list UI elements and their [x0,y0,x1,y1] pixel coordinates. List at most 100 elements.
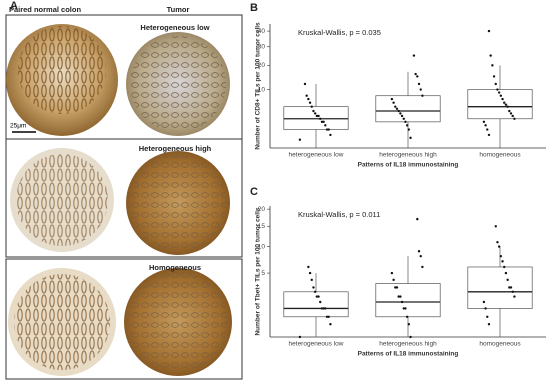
data-point [509,112,513,115]
data-point [313,290,317,294]
image-row: Heterogeneous high [5,138,243,258]
y-tick-label: 40 [258,28,266,35]
data-point [322,120,325,124]
data-point [421,265,424,269]
data-point [329,133,332,137]
y-tick-label: 30 [258,43,266,50]
x-tick-label: homogeneous [479,152,521,159]
data-point [298,335,302,339]
data-point [496,88,499,91]
data-point [404,120,407,124]
data-point [414,72,417,76]
data-point [503,265,506,269]
data-point [497,91,501,94]
row-label: Heterogeneous low [140,23,209,32]
column-label: Tumor [167,5,190,14]
data-point [404,307,407,310]
row-label: Heterogeneous high [139,144,212,153]
box [283,291,349,318]
data-point [419,88,422,91]
data-point [504,271,508,275]
data-point [319,117,322,120]
data-point [509,286,513,289]
data-point [312,109,315,113]
data-point [499,254,503,258]
data-point [312,286,315,289]
data-point [487,29,491,33]
data-point [400,114,404,118]
data-point [402,117,405,120]
data-point [397,109,400,113]
data-point [315,114,319,118]
data-point [511,114,514,118]
data-point [315,295,319,298]
data-point [298,138,302,141]
x-tick-label: heterogeneous high [379,341,437,348]
data-point [407,128,411,131]
x-axis-label: Patterns of IL18 immunostaining [358,162,459,169]
data-point [399,295,402,298]
box [467,266,533,309]
data-point [392,278,395,282]
data-point [419,254,422,258]
data-point [417,82,421,86]
data-point [400,300,404,304]
data-point [484,307,487,310]
data-point [308,101,312,104]
data-point [310,278,313,282]
data-point [327,128,330,131]
data-point [421,94,424,97]
y-tick-label: 10 [258,243,266,250]
panel-label: B [250,2,258,14]
annotation: Kruskal-Wallis, p = 0.011 [298,210,380,219]
x-tick-label: heterogeneous low [289,341,344,348]
y-tick-label: 10 [258,86,266,93]
data-point [511,290,514,294]
data-point [508,286,511,289]
row-label: Homogeneous [149,263,201,272]
data-point [417,250,421,253]
data-point [394,286,397,289]
data-point [310,105,313,108]
data-point [307,265,310,269]
data-point [390,271,394,275]
data-point [405,124,409,127]
box [467,89,533,120]
box [375,95,441,123]
data-point [492,75,496,78]
x-tick-label: heterogeneous high [379,152,437,159]
data-point [503,101,506,104]
data-point [402,307,405,310]
box [375,283,441,318]
data-point [484,124,487,127]
data-point [416,217,419,221]
data-point [325,128,329,131]
data-point [506,278,509,282]
column-label: Paired normal colon [9,5,82,14]
data-point [409,136,412,140]
data-point [508,109,511,113]
data-point [394,105,397,108]
data-point [513,117,516,120]
data-point [307,97,310,101]
annotation: Kruskal-Wallis, p = 0.035 [298,28,381,37]
y-tick-label: 15 [258,223,266,230]
y-axis-label: Number of CD8+ TILs per 100 tumor cells [255,22,262,150]
data-point [486,315,489,318]
data-point [325,315,329,318]
data-point [491,64,494,67]
data-point [327,315,330,318]
data-point [501,260,504,263]
data-point [405,315,409,318]
data-point [317,114,320,118]
panel-label: A [10,0,18,12]
data-point [324,124,327,127]
data-point [329,323,332,326]
data-point [399,112,402,115]
data-point [305,94,308,97]
data-point [409,335,412,339]
data-point [397,295,400,298]
data-point [482,120,486,124]
data-point [494,225,497,228]
